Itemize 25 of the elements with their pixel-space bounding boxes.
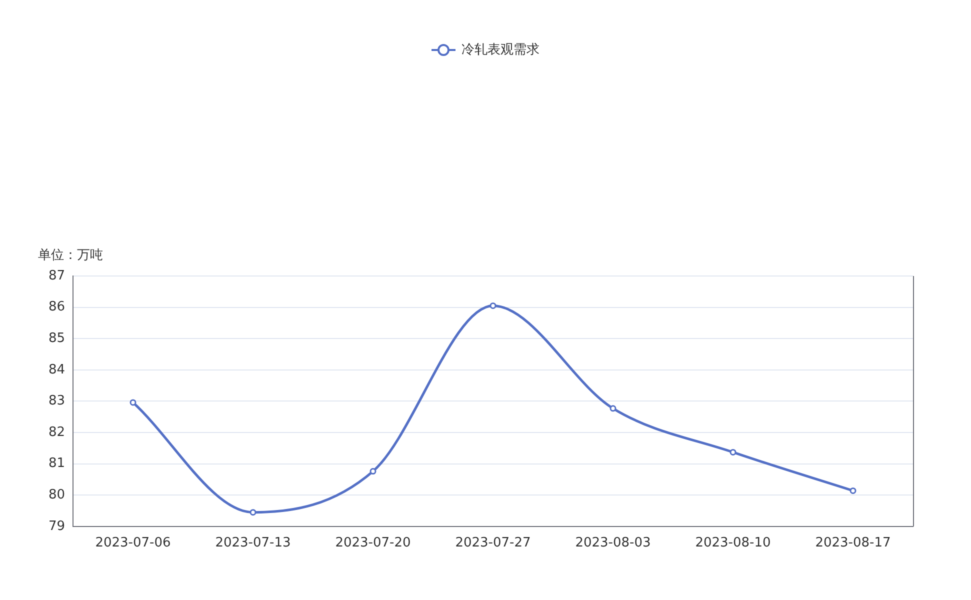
- y-tick-label: 83: [48, 394, 65, 409]
- y-tick-label: 80: [48, 487, 65, 502]
- y-tick-label: 87: [48, 268, 65, 284]
- point: [730, 448, 736, 456]
- x-tick-label: 2023-07-20: [335, 536, 411, 551]
- point: [850, 487, 856, 494]
- y-tick-label: 84: [48, 362, 65, 378]
- x-tick-label: 2023-07-13: [215, 536, 291, 551]
- y-tick-label: 86: [48, 300, 65, 315]
- y-tick-label: 82: [48, 424, 65, 440]
- x-tick-label: 2023-08-17: [815, 536, 891, 551]
- x-tick-label: 2023-08-03: [575, 536, 651, 551]
- y-tick-label: 79: [48, 518, 65, 534]
- x-tick-label: 2023-08-10: [695, 536, 771, 551]
- point: [250, 509, 256, 516]
- y-axis-title: 单位：万吨: [38, 248, 103, 263]
- x-tick-label: 2023-07-27: [455, 536, 531, 551]
- point: [130, 399, 136, 406]
- y-tick-label: 81: [48, 456, 65, 472]
- legend-label: 冷轧表观需求: [462, 42, 540, 58]
- x-tick-label: 2023-07-06: [95, 536, 171, 551]
- point: [370, 468, 376, 475]
- y-tick-label: 85: [48, 330, 65, 346]
- point: [490, 302, 496, 309]
- point: [610, 405, 616, 412]
